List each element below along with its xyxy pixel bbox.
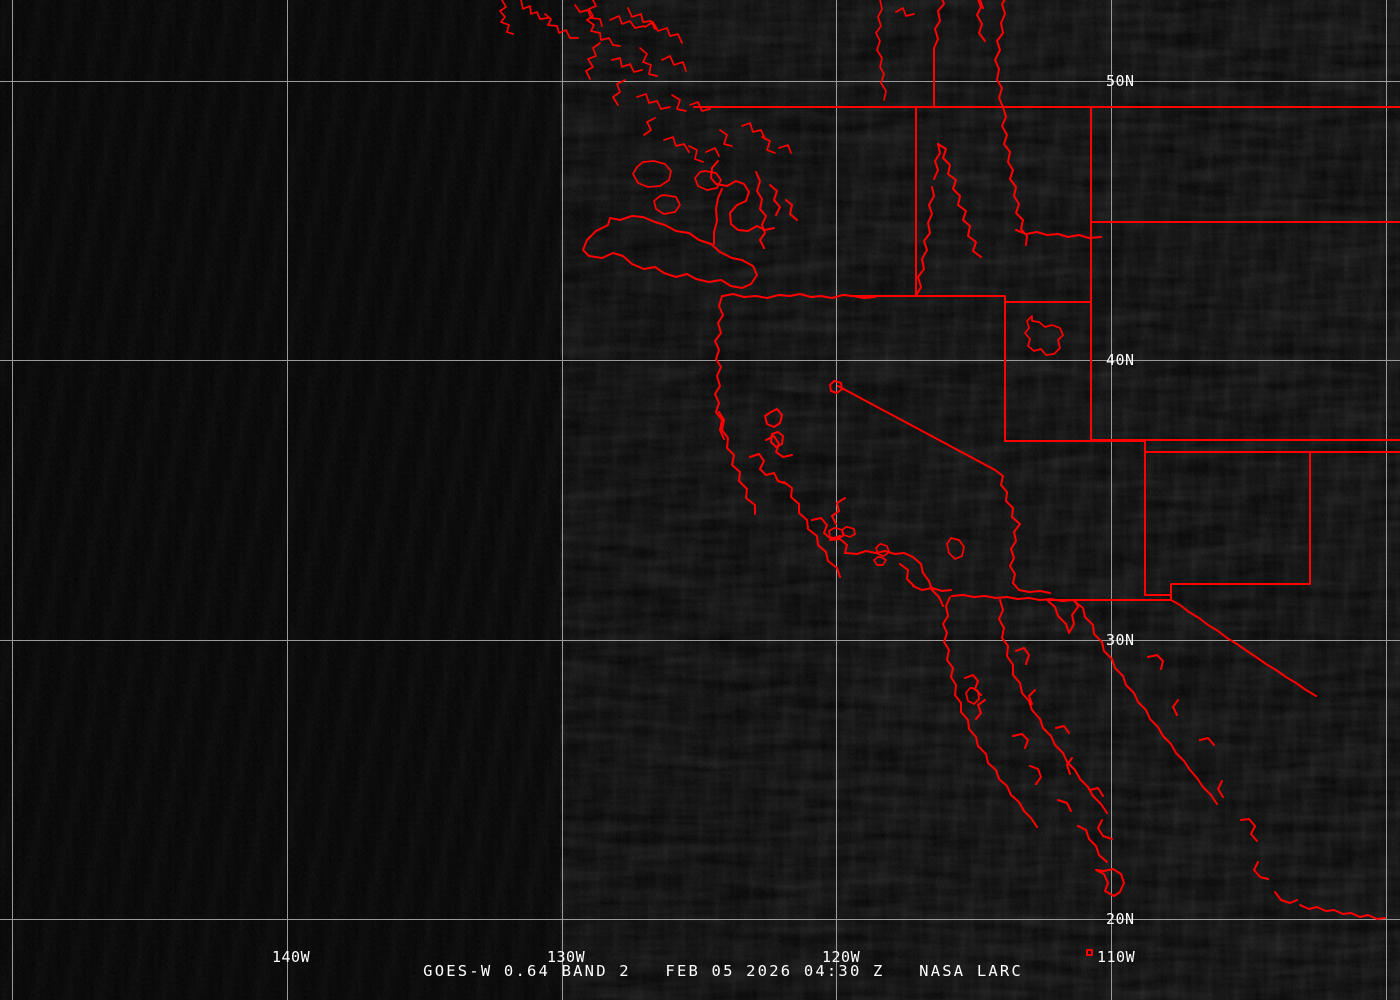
lake-great-salt-lake [1024, 315, 1064, 356]
coastline-outer-islands-b [653, 194, 681, 215]
coastline-northern-california [718, 411, 793, 515]
coastline-central-california [783, 481, 848, 578]
caption-date: FEB 05 2026 [665, 962, 793, 980]
caption-band: BAND 2 [561, 962, 631, 980]
island-san-clemente [873, 556, 887, 566]
border-or-id-snake [915, 143, 941, 297]
lat-label-50n: 50N [1106, 72, 1135, 90]
lon-label-120w: 120W [822, 948, 861, 966]
coastline-mexico-northwest-sonora [1046, 599, 1079, 634]
coastline-bc-inlet-north [875, 0, 915, 101]
lat-label-20n: 20N [1106, 910, 1135, 928]
caption-channel: 0.64 [503, 962, 551, 980]
geography-overlay [499, 0, 1400, 956]
border-or-nv-id-south [849, 295, 1006, 303]
border-ca-nv-node [829, 380, 843, 394]
pixel-marker-dot [1086, 949, 1093, 956]
lon-label-110w: 110W [1097, 948, 1136, 966]
border-ca-az-mexico [951, 594, 1172, 602]
caption-time: 04:30 Z [803, 962, 885, 980]
caption-satellite: GOES-W [423, 962, 493, 980]
border-id-mt [937, 106, 1102, 258]
coastline-oregon [714, 295, 725, 440]
coastline-alaska-panhandle [499, 0, 792, 163]
lat-label-40n: 40N [1106, 351, 1135, 369]
coastline-washington [710, 160, 775, 245]
coastline-baja-west [942, 596, 1125, 897]
border-canada-interior [976, 0, 1006, 108]
coastline-vancouver-island [582, 215, 758, 289]
coastline-southern-california [846, 550, 952, 607]
image-caption: GOES-W 0.64 BAND 2 FEB 05 2026 04:30 Z N… [0, 944, 1400, 998]
lon-label-130w: 130W [547, 948, 586, 966]
border-az-nm [1144, 451, 1311, 596]
island-santa-catalina [875, 543, 890, 557]
island-channel-islands-a [828, 527, 844, 540]
coastline-puget-sound [755, 171, 798, 249]
border-mexico-us-southeast [1170, 599, 1317, 697]
coastline-haida-gwaii [632, 160, 672, 188]
caption-producer: NASA LARC [919, 962, 1023, 980]
lake-salton-sea [946, 537, 965, 560]
coastline-baja-east-gulf [998, 599, 1113, 840]
lon-label-140w: 140W [272, 948, 311, 966]
coastline-outer-islands-a [694, 170, 722, 191]
border-nv-az-colorado-river [994, 469, 1051, 594]
coastline-sf-bay [764, 408, 784, 448]
coastline-mexico-mainland [1073, 600, 1386, 920]
border-bc-alberta [933, 0, 945, 108]
lat-label-30n: 30N [1106, 631, 1135, 649]
island-channel-islands-b [841, 526, 856, 538]
border-ca-nv-diagonal [837, 385, 996, 471]
island-guadalupe [965, 687, 980, 705]
graticule-labels: 50N 40N 30N 20N 140W 130W 120W 110W [272, 72, 1136, 966]
